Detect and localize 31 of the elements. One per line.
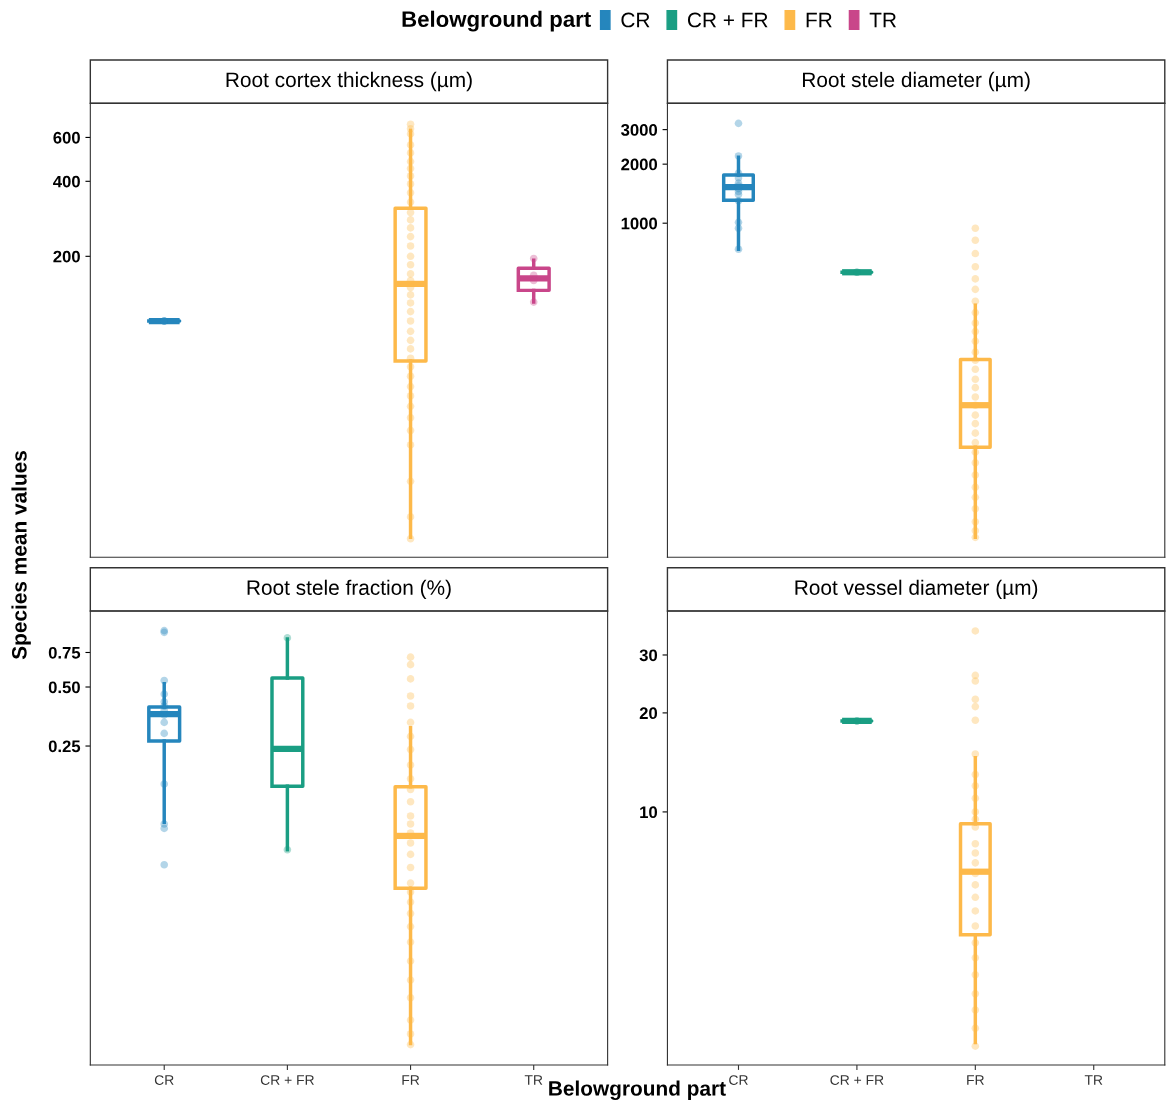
y-tick-label: 0.75	[48, 646, 81, 659]
y-tick-label: 200	[53, 250, 80, 263]
legend-label: CR	[621, 12, 650, 28]
x-tick-label: CR + FR	[830, 1075, 884, 1085]
y-tick-label: 2000	[621, 158, 658, 171]
x-tick-label: CR	[729, 1075, 748, 1085]
y-tick-label: 0.25	[48, 740, 81, 753]
y-tick-label: 400	[53, 175, 80, 188]
x-tick-label: TR	[524, 1075, 543, 1085]
x-tick-label: FR	[402, 1075, 420, 1085]
legend-title: Belowground part	[402, 10, 591, 32]
y-tick-label: 0.50	[48, 681, 80, 694]
legend-label: CR + FR	[687, 12, 768, 28]
y-axis-title: Species mean values	[11, 451, 31, 660]
x-axis-title: Belowground part	[549, 1080, 726, 1101]
chart-title: Root stele fraction (%)	[247, 579, 451, 600]
chart-title: Root vessel diameter (µm)	[795, 579, 1038, 600]
y-tick-label: 10	[640, 806, 658, 819]
y-tick-label: 1000	[621, 217, 658, 230]
x-tick-label: CR + FR	[260, 1075, 314, 1085]
y-tick-label: 30	[639, 649, 658, 662]
x-tick-label: CR	[154, 1075, 174, 1085]
y-tick-label: 20	[639, 707, 658, 720]
legend-label: FR	[806, 12, 832, 28]
chart-title: Root stele diameter (µm)	[803, 71, 1030, 92]
x-tick-label: FR	[967, 1075, 984, 1085]
chart-title: Root cortex thickness (µm)	[226, 71, 472, 92]
legend-label: TR	[869, 12, 897, 28]
y-tick-label: 600	[53, 131, 80, 144]
x-tick-label: TR	[1084, 1075, 1103, 1085]
y-tick-label: 3000	[621, 124, 658, 136]
